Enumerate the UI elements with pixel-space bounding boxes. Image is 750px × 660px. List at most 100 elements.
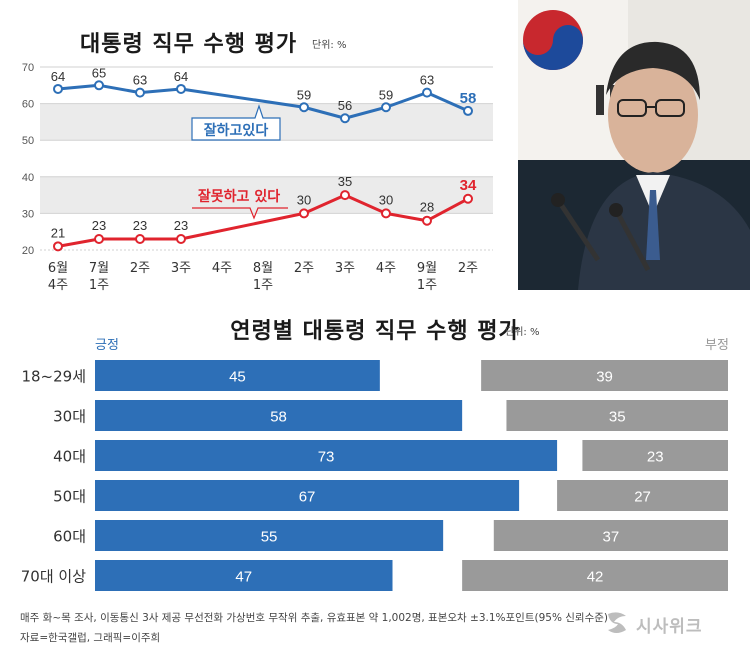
x-tick-label: 9월 [417,261,437,276]
data-label: 59 [379,87,393,102]
callout-underline [192,207,288,220]
data-label: 23 [92,218,106,233]
data-point [463,193,473,204]
category-label: 18~29세 [21,368,86,386]
x-tick-label-sub: 1주 [417,278,437,293]
bar-label-negative: 35 [609,409,626,426]
bar-positive [95,560,393,591]
bar-positive [95,360,380,391]
category-label: 60대 [53,528,86,546]
survey-footnote: 매주 화~목 조사, 이동통신 3사 제공 무선전화 가상번호 무작위 추출, … [20,612,608,624]
data-label: 63 [420,73,434,88]
data-label: 30 [379,192,393,207]
x-tick-label: 3주 [171,261,191,276]
president-photo [518,0,750,290]
bar-label-negative: 23 [647,449,664,466]
bar-negative [462,560,728,591]
data-label: 30 [297,192,311,207]
source-credit: 자료=한국갤럽, 그래픽=이주희 [20,632,161,644]
bar-label-negative: 42 [587,569,604,586]
line-chart-unit: 단위: % [312,40,347,51]
x-tick-label-sub: 1주 [89,278,109,293]
line-chart-title: 대통령 직무 수행 평가 [80,32,298,57]
positive-legend-label: 긍정 [95,338,119,353]
negative-legend-label: 부정 [705,338,729,353]
data-point [299,102,309,113]
data-point [422,215,432,226]
bar-label-negative: 27 [634,489,651,506]
data-point [463,105,473,116]
data-label: 56 [338,98,352,113]
x-tick-label-sub: 1주 [253,278,273,293]
bar-negative [493,520,728,551]
bar-positive [95,480,520,511]
data-point [299,208,309,219]
data-label: 63 [133,73,147,88]
grid-band [40,176,493,214]
series-callout-negative: 잘못하고 있다 [192,188,288,220]
bar-negative [481,360,728,391]
bar-chart: 18~29세 45 39 30대 58 35 40대 73 23 50대 67 27 60대 55 37 70… [21,360,728,591]
data-point [340,190,350,201]
data-point [176,234,186,245]
series-name-positive: 잘하고있다 [204,122,269,139]
bar-label-positive: 45 [229,369,246,386]
data-point [381,102,391,113]
x-tick-label: 2주 [294,261,314,276]
category-label: 40대 [53,448,86,466]
y-tick-label: 60 [22,99,34,111]
line-chart: 20 30 40 50 60 70 6월 4주 7월 1주 2주 3주 4주 8월 1주 2주 3주 4주 9월 1주… [22,62,493,293]
x-tick-label: 2주 [458,261,478,276]
bar-chart-unit: 단위: % [505,327,540,338]
data-point [135,234,145,245]
sisaweek-logo: 시사위크 [604,610,744,637]
data-label: 65 [92,65,106,80]
bar-negative [506,400,728,431]
data-point [53,83,63,94]
x-tick-label: 7월 [89,261,109,276]
bar-label-positive: 55 [261,529,278,546]
category-label: 30대 [53,408,86,426]
data-label: 59 [297,87,311,102]
x-tick-label: 8월 [253,261,273,276]
data-point [53,241,63,252]
bar-negative [557,480,728,511]
data-label: 23 [174,218,188,233]
data-point [94,80,104,91]
data-point [381,208,391,219]
bar-chart-title: 연령별 대통령 직무 수행 평가 [230,319,520,344]
category-label: 50대 [53,488,86,506]
bar-label-negative: 39 [596,369,613,386]
bar-label-positive: 73 [318,449,335,466]
bar-label-positive: 67 [299,489,316,506]
data-label: 58 [460,90,477,107]
x-tick-label: 4주 [212,261,232,276]
y-tick-label: 50 [22,135,34,147]
bar-label-positive: 47 [235,569,252,586]
y-tick-label: 70 [22,62,34,74]
data-label: 28 [420,200,434,215]
y-tick-label: 20 [22,245,34,257]
logo-icon [608,612,626,633]
data-label: 34 [460,177,477,194]
data-point [340,113,350,124]
series-callout-positive: 잘하고있다 [191,104,281,141]
logo-text: 시사위크 [636,617,703,637]
data-label: 64 [51,69,65,84]
data-label: 35 [338,174,352,189]
bar-negative [582,440,728,471]
data-point [422,87,432,98]
x-tick-label: 6월 [48,261,68,276]
data-label: 23 [133,218,147,233]
x-tick-label: 4주 [376,261,396,276]
data-point [135,87,145,98]
x-tick-label-sub: 4주 [48,278,68,293]
y-tick-label: 30 [22,208,34,220]
data-label: 21 [51,225,65,240]
bar-positive [95,400,463,431]
bar-label-negative: 37 [603,529,620,546]
x-tick-label: 3주 [335,261,355,276]
series-name-negative: 잘못하고 있다 [198,188,280,205]
data-point [94,234,104,245]
bar-positive [95,520,444,551]
